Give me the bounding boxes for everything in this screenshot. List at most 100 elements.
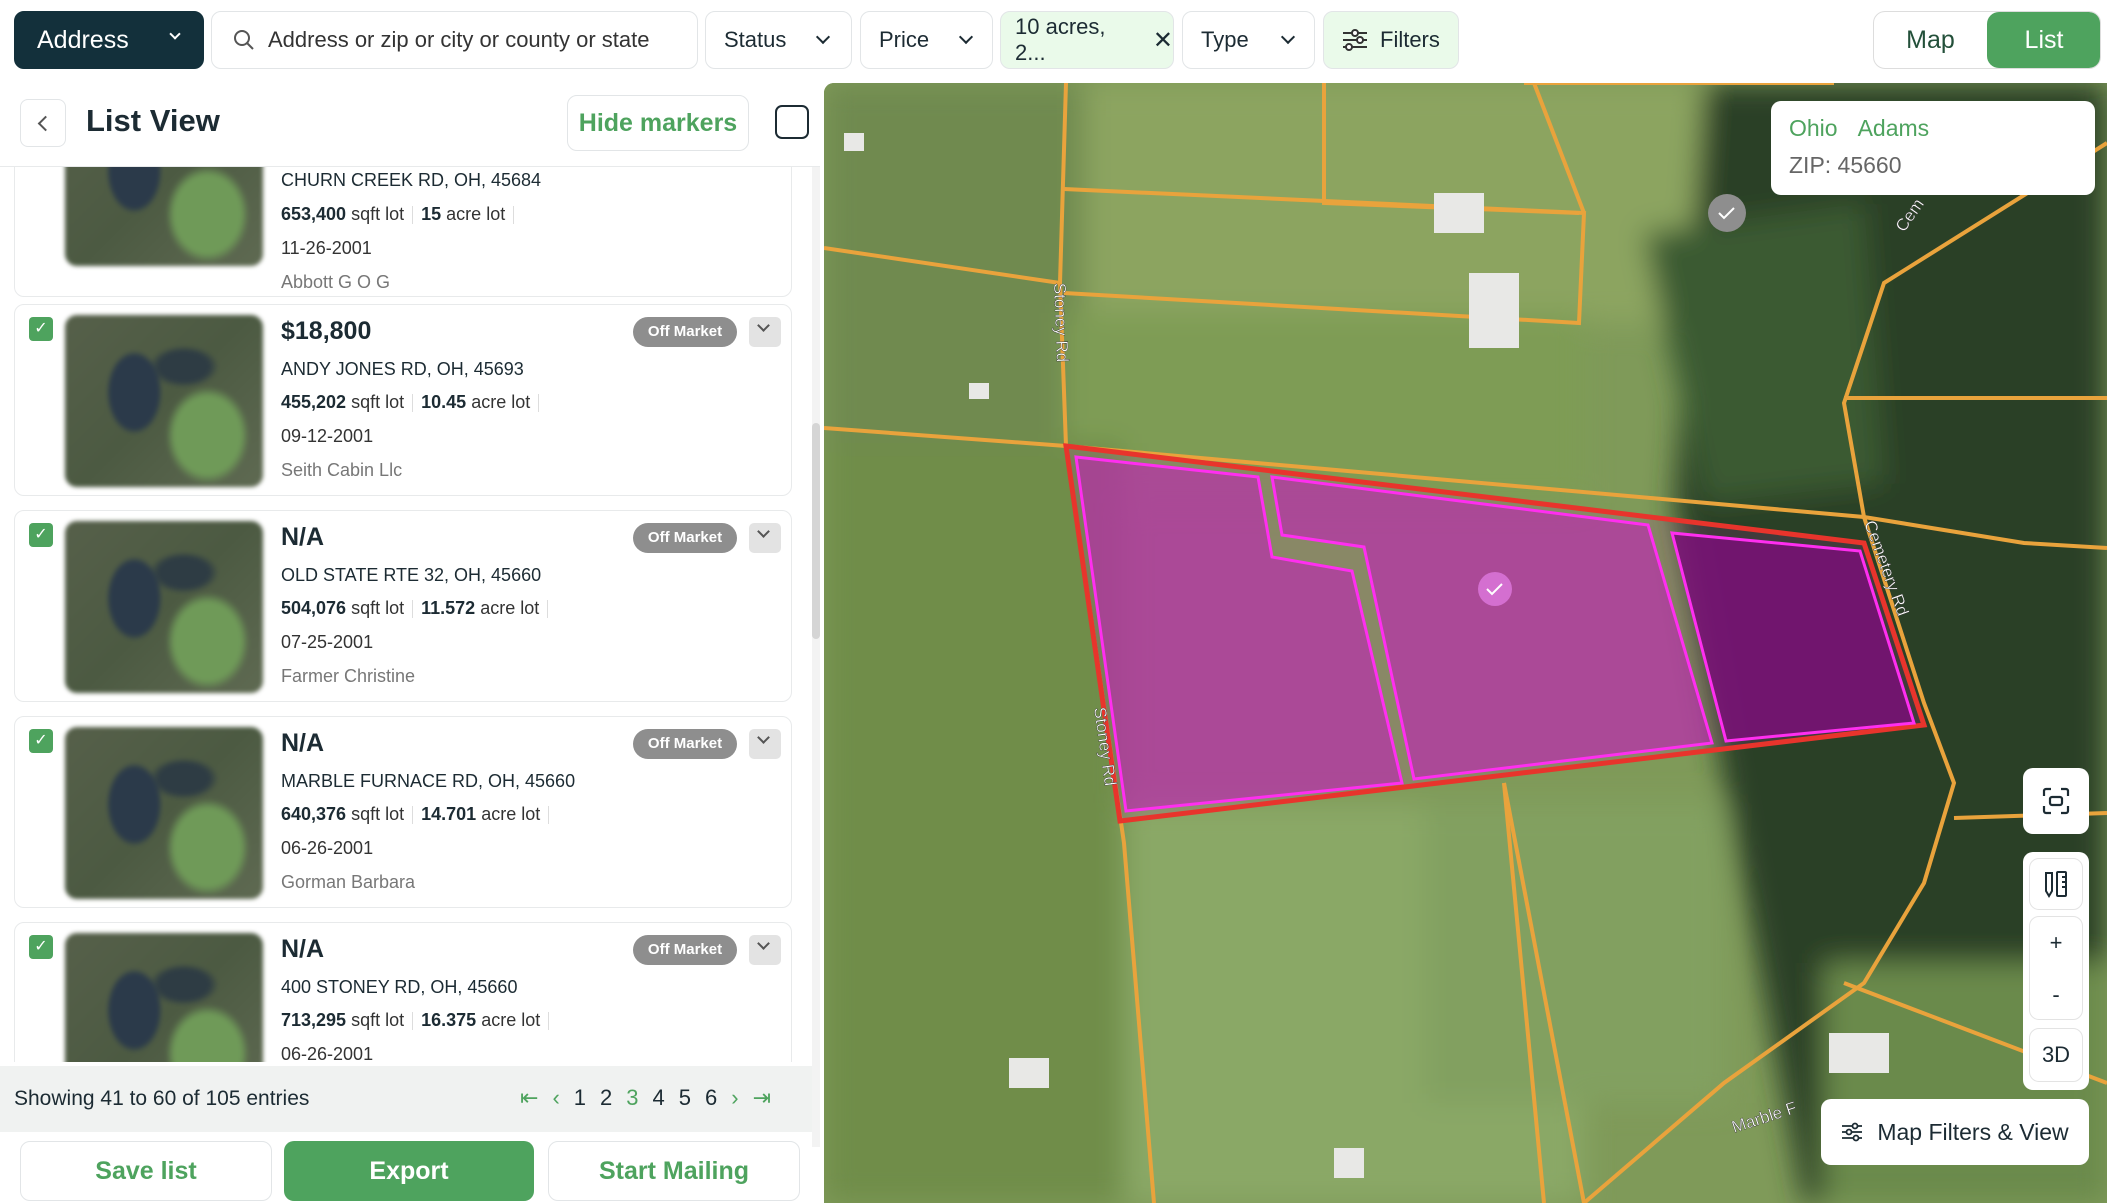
expand-dropdown[interactable]	[749, 317, 781, 347]
measure-button[interactable]	[2029, 858, 2083, 910]
acres-filter-chip[interactable]: 10 acres, 2... ✕	[1000, 11, 1174, 69]
close-icon[interactable]: ✕	[1152, 26, 1173, 54]
sqft-value: 653,400	[281, 204, 347, 224]
address-type-dropdown[interactable]: Address	[14, 11, 204, 69]
sale-date: 07-25-2001	[281, 632, 374, 652]
sliders-icon	[1842, 1122, 1863, 1142]
price-label: Price	[879, 27, 930, 52]
sqft-value: 455,202	[281, 392, 347, 412]
buildings	[844, 133, 1889, 1178]
acres-unit: acre lot	[481, 804, 541, 824]
list-item[interactable]: ✓ N/A Off Market 400 STONEY RD, OH, 4566…	[14, 922, 792, 1062]
map-filters-label: Map Filters & View	[1877, 1118, 2069, 1145]
select-checkbox[interactable]: ✓	[29, 729, 53, 753]
select-checkbox[interactable]: ✓	[29, 317, 53, 341]
chevron-down-icon	[757, 319, 770, 332]
chevron-down-icon	[757, 525, 770, 538]
sqft-value: 504,076	[281, 598, 347, 618]
property-address: 400 STONEY RD, OH, 45660	[281, 977, 518, 997]
chevron-down-icon	[959, 29, 974, 45]
acres-value: 15	[421, 204, 442, 224]
scrollbar-thumb[interactable]	[812, 423, 820, 639]
county-link[interactable]: Adams	[1857, 115, 1930, 141]
page-6[interactable]: 6	[705, 1085, 718, 1110]
scrollbar-track[interactable]	[812, 167, 820, 1147]
view-toggle: Map List	[1873, 11, 2101, 69]
map-tool-group: + - 3D	[2023, 852, 2089, 1090]
recenter-button[interactable]	[2023, 768, 2089, 834]
export-button[interactable]: Export	[284, 1141, 534, 1201]
zoom-out-button[interactable]: -	[2052, 982, 2060, 1007]
search-input[interactable]: Address or zip or city or county or stat…	[211, 11, 698, 69]
filters-label: Filters	[1380, 27, 1440, 52]
parcel-lot-2	[1270, 475, 1714, 781]
type-label: Type	[1201, 27, 1249, 52]
status-badge: Off Market	[633, 729, 737, 759]
search-placeholder: Address or zip or city or county or stat…	[268, 27, 650, 52]
hide-markers-button[interactable]: Hide markers	[567, 95, 749, 151]
list-item[interactable]: CHURN CREEK RD, OH, 45684 653,400 sqft l…	[14, 167, 792, 297]
map-view-tab[interactable]: Map	[1906, 26, 1955, 54]
type-dropdown[interactable]: Type	[1182, 11, 1315, 69]
list-item[interactable]: ✓ N/A Off Market OLD STATE RTE 32, OH, 4…	[14, 510, 792, 702]
status-badge: Off Market	[633, 935, 737, 965]
back-button[interactable]	[20, 99, 66, 147]
last-page-icon[interactable]: ⇥	[752, 1085, 772, 1110]
map-marker-icon	[1478, 572, 1512, 606]
next-page-icon[interactable]: ›	[731, 1085, 739, 1110]
property-thumbnail	[65, 933, 263, 1062]
acres-unit: acre lot	[481, 1010, 541, 1030]
road-label-stoney-top: Stoney Rd	[1050, 282, 1072, 362]
page-2[interactable]: 2	[600, 1085, 613, 1110]
3d-toggle-button[interactable]: 3D	[2029, 1028, 2083, 1082]
save-list-button[interactable]: Save list	[20, 1141, 272, 1201]
property-lot-size: 713,295 sqft lot 16.375 acre lot	[281, 1010, 557, 1031]
pencil-ruler-icon	[2045, 871, 2067, 898]
list-item[interactable]: ✓ N/A Off Market MARBLE FURNACE RD, OH, …	[14, 716, 792, 908]
zoom-in-button[interactable]: +	[2049, 930, 2063, 955]
owner-name: Abbott G O G	[281, 272, 391, 292]
page-5[interactable]: 5	[678, 1085, 692, 1110]
sqft-value: 713,295	[281, 1010, 347, 1030]
property-price: N/A	[281, 523, 325, 551]
acres-value: 10.45	[421, 392, 467, 412]
filters-button[interactable]: Filters	[1323, 11, 1459, 69]
price-dropdown[interactable]: Price	[860, 11, 993, 69]
map-filters-view-button[interactable]: Map Filters & View	[1821, 1099, 2089, 1165]
acres-value: 16.375	[421, 1010, 477, 1030]
first-page-icon[interactable]: ⇤	[520, 1085, 539, 1110]
expand-dropdown[interactable]	[749, 729, 781, 759]
expand-dropdown[interactable]	[749, 523, 781, 553]
sale-date: 11-26-2001	[281, 238, 372, 258]
sale-date: 06-26-2001	[281, 1044, 374, 1062]
status-dropdown[interactable]: Status	[705, 11, 852, 69]
page-4[interactable]: 4	[652, 1085, 665, 1110]
expand-dropdown[interactable]	[749, 935, 781, 965]
list-item[interactable]: ✓ $18,800 Off Market ANDY JONES RD, OH, …	[14, 304, 792, 496]
list-view-tab[interactable]: List	[1987, 12, 2100, 68]
start-mailing-button[interactable]: Start Mailing	[548, 1141, 800, 1201]
address-type-label: Address	[37, 25, 129, 54]
satellite-map[interactable]: Stoney Rd Stoney Rd Cemetery Rd Cem Marb…	[824, 83, 2107, 1203]
select-checkbox[interactable]: ✓	[29, 935, 53, 959]
pagination-bar: Showing 41 to 60 of 105 entries ⇤ ‹ 1 2 …	[0, 1066, 812, 1132]
sqft-unit: sqft lot	[351, 204, 405, 224]
status-badge: Off Market	[633, 523, 737, 553]
select-checkbox[interactable]: ✓	[29, 523, 53, 547]
property-thumbnail	[65, 727, 263, 899]
state-link[interactable]: Ohio	[1789, 115, 1838, 141]
focus-frame-icon	[2042, 787, 2070, 815]
parcel-lot-3	[1670, 531, 1916, 743]
property-price: $18,800	[281, 317, 372, 345]
property-address: ANDY JONES RD, OH, 45693	[281, 359, 524, 379]
property-price: N/A	[281, 729, 325, 757]
sqft-unit: sqft lot	[351, 392, 405, 412]
prev-page-icon[interactable]: ‹	[552, 1085, 560, 1110]
page-3-current[interactable]: 3	[626, 1085, 639, 1110]
property-address: MARBLE FURNACE RD, OH, 45660	[281, 771, 576, 791]
map-view[interactable]: Stoney Rd Stoney Rd Cemetery Rd Cem Marb…	[824, 83, 2107, 1203]
expand-icon[interactable]	[775, 105, 809, 139]
parcel-lot-1	[1074, 455, 1404, 813]
page-1[interactable]: 1	[573, 1085, 587, 1110]
status-badge: Off Market	[633, 317, 737, 347]
